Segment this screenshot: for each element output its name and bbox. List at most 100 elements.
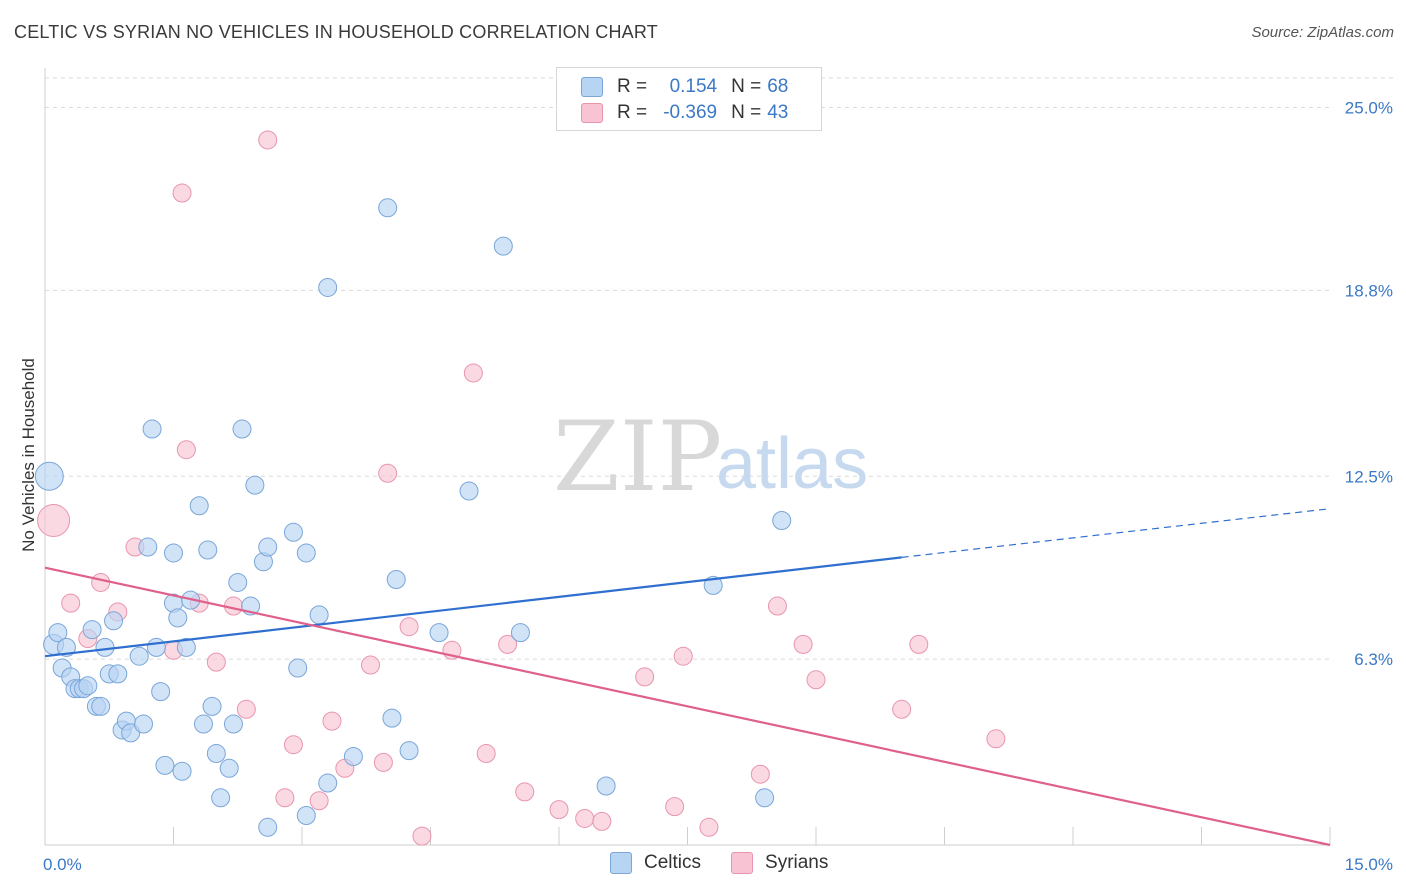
celtics-label: Celtics xyxy=(644,852,702,873)
syrians-point xyxy=(699,817,719,837)
syrians-point xyxy=(61,593,81,613)
celtics-point xyxy=(78,676,98,696)
celtics-point xyxy=(318,773,338,793)
celtics-point xyxy=(108,664,128,684)
tick-labels: 6.3% 12.5% 18.8% 25.0% 0.0% 15.0% xyxy=(43,99,1393,875)
celtics-point xyxy=(134,714,154,734)
syrians-point xyxy=(399,617,419,637)
syrians-point xyxy=(412,826,432,846)
y-axis-label: No Vehicles in Household xyxy=(19,358,38,552)
syrians-point xyxy=(592,811,612,831)
celtics-point xyxy=(245,475,265,495)
n-value: 68 xyxy=(767,76,789,97)
celtics-point xyxy=(309,605,329,625)
syrians-point xyxy=(498,634,518,654)
syrians-point xyxy=(665,797,685,817)
x-tick-label: 0.0% xyxy=(43,855,82,874)
celtics-point xyxy=(82,620,102,640)
celtics-point xyxy=(138,537,158,557)
celtics-point xyxy=(193,714,213,734)
chart-title: CELTIC VS SYRIAN NO VEHICLES IN HOUSEHOL… xyxy=(14,22,658,42)
celtics-point xyxy=(95,637,115,657)
celtics-point xyxy=(399,741,419,761)
syrians-points xyxy=(37,130,1006,846)
syrians-point xyxy=(635,667,655,687)
celtics-point xyxy=(343,747,363,766)
celtics-point xyxy=(232,419,252,439)
syrians-point xyxy=(806,670,826,690)
syrians-point xyxy=(361,655,381,675)
celtics-point xyxy=(510,623,530,643)
syrians-point xyxy=(378,463,398,483)
celtics-point xyxy=(288,658,308,678)
celtics-point xyxy=(318,277,338,297)
legend-item-syrians[interactable]: Syrians xyxy=(731,852,828,874)
celtics-point xyxy=(155,755,175,775)
celtics-point xyxy=(386,570,406,589)
syrians-point xyxy=(476,744,496,764)
syrians-point xyxy=(206,652,226,672)
celtics-trend-line xyxy=(44,556,902,658)
syrians-point xyxy=(767,596,787,616)
legend-item-celtics[interactable]: Celtics xyxy=(610,852,701,874)
r-value: -0.369 xyxy=(663,102,718,123)
celtics-trend-extension xyxy=(901,508,1331,558)
celtics-point xyxy=(142,419,162,439)
celtics-point xyxy=(429,623,449,643)
syrians-point xyxy=(236,699,256,719)
celtics-point xyxy=(228,572,248,592)
grid-lines xyxy=(45,77,1395,660)
celtics-point xyxy=(772,511,792,530)
series-legend: Celtics Syrians xyxy=(610,852,858,874)
syrians-point xyxy=(37,504,71,537)
celtics-point xyxy=(206,744,226,764)
syrians-swatch xyxy=(581,103,603,123)
y-tick-label: 18.8% xyxy=(1345,281,1393,300)
trend-lines xyxy=(44,508,1331,847)
celtics-point xyxy=(56,637,76,657)
stats-legend: R = 0.154 N = 68 R = -0.369 N = 43 xyxy=(556,67,822,131)
y-tick-label: 12.5% xyxy=(1345,467,1393,486)
syrians-point xyxy=(258,130,278,150)
syrians-point xyxy=(283,735,303,755)
celtics-point xyxy=(378,198,398,218)
celtics-point xyxy=(223,714,243,734)
syrians-point xyxy=(575,808,595,828)
source-label: Source: ZipAtlas.com xyxy=(1251,24,1394,41)
watermark: ZIP atlas xyxy=(553,401,868,513)
celtics-point xyxy=(129,646,149,666)
y-tick-label: 25.0% xyxy=(1345,99,1393,118)
celtics-point xyxy=(296,543,316,563)
celtics-point xyxy=(211,788,231,808)
syrians-trend-line xyxy=(44,566,1331,847)
syrians-point xyxy=(275,788,295,808)
celtics-point xyxy=(283,522,303,542)
syrians-point xyxy=(176,440,196,460)
celtics-point xyxy=(219,758,239,778)
syrians-point xyxy=(750,764,770,784)
celtics-point xyxy=(459,481,479,501)
celtics-point xyxy=(382,708,402,728)
syrians-point xyxy=(909,634,929,654)
celtics-point xyxy=(296,806,316,825)
syrians-point xyxy=(91,572,111,592)
r-label: R = xyxy=(617,76,648,97)
syrians-point xyxy=(172,183,192,203)
celtics-point xyxy=(493,236,513,256)
celtics-point xyxy=(258,537,278,557)
syrians-point xyxy=(892,699,912,719)
celtics-point xyxy=(146,637,166,657)
celtics-point xyxy=(198,540,218,560)
syrians-point xyxy=(515,782,535,802)
celtics-point xyxy=(168,608,188,628)
syrians-point xyxy=(322,711,342,731)
celtics-point xyxy=(755,788,775,808)
syrians-swatch xyxy=(731,852,754,874)
syrians-point xyxy=(549,800,569,820)
y-tick-label: 6.3% xyxy=(1354,650,1393,669)
n-label: N = xyxy=(731,102,762,123)
celtics-swatch xyxy=(610,852,632,874)
celtics-point xyxy=(34,461,64,491)
watermark-zip: ZIP xyxy=(553,401,722,513)
